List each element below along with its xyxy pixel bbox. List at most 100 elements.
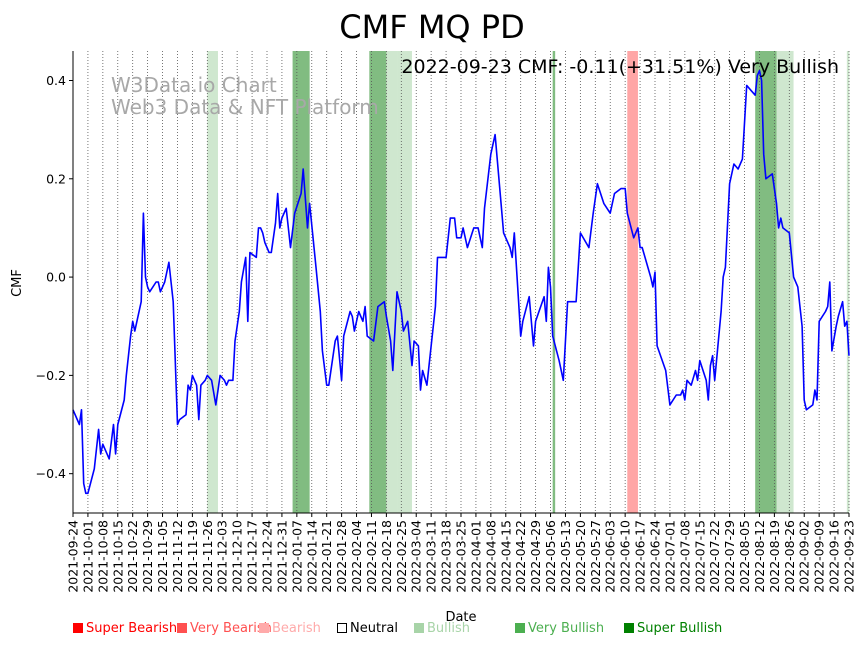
signal-band-bullish: [386, 51, 398, 513]
x-tick-label: 2021-11-05: [155, 520, 170, 593]
x-tick-label: 2021-10-15: [110, 520, 125, 593]
signal-band-very-bullish: [369, 51, 387, 513]
x-tick-label: 2022-03-18: [439, 520, 454, 593]
signal-band-bullish: [207, 51, 218, 513]
signal-band-very-bullish: [552, 51, 556, 513]
x-tick-label: 2022-05-27: [588, 520, 603, 593]
x-tick-label: 2021-12-03: [215, 520, 230, 593]
x-tick-label: 2022-08-05: [737, 520, 752, 593]
x-tick-label: 2022-03-04: [409, 520, 424, 593]
x-tick-label: 2022-02-04: [349, 520, 364, 593]
x-tick-label: 2022-06-03: [603, 520, 618, 593]
legend-label: Very Bearish: [190, 621, 272, 636]
x-tick-label: 2022-06-24: [648, 520, 663, 593]
signal-band-bullish: [397, 51, 412, 513]
x-tick-label: 2022-09-09: [812, 520, 827, 593]
cmf-series: [72, 69, 850, 495]
signal-band-very-bullish: [292, 51, 310, 513]
legend-swatch: [73, 623, 83, 633]
signal-band-very-bullish: [755, 51, 777, 513]
x-tick-label: 2022-08-26: [782, 520, 797, 593]
x-tick-label: 2021-12-10: [230, 520, 245, 593]
legend-item-bearish: Bearish: [259, 621, 321, 636]
x-tick-label: 2022-04-29: [528, 520, 543, 593]
x-tick-label: 2021-09-24: [66, 520, 81, 593]
date-gridlines: [72, 51, 850, 513]
legend-swatch: [515, 623, 525, 633]
y-tick-label: 0.2: [46, 171, 66, 186]
x-tick-label: 2021-12-24: [260, 520, 275, 593]
legend-item-very-bullish: Very Bullish: [515, 621, 604, 636]
legend-label: Super Bullish: [637, 621, 723, 636]
x-tick-label: 2022-08-12: [752, 520, 767, 593]
signal-bands: [207, 51, 850, 513]
watermark-line-2: Web3 Data & NFT Platform: [111, 95, 379, 119]
x-tick-label: 2022-09-02: [797, 520, 812, 593]
x-tick-label: 2022-07-08: [677, 520, 692, 593]
x-tick-label: 2022-02-18: [379, 520, 394, 593]
x-ticks: 2021-09-24 2021-10-01 2021-10-08 2021-10-15…: [66, 513, 857, 593]
x-tick-label: 2021-12-31: [274, 520, 289, 593]
signal-band-bearish: [627, 51, 638, 513]
x-tick-label: 2022-05-06: [543, 520, 558, 593]
legend-swatch: [337, 623, 347, 633]
cmf-line: [72, 69, 850, 495]
y-tick-label: 0.0: [46, 270, 66, 285]
x-tick-label: 2022-03-11: [424, 520, 439, 593]
y-axis-label: CMF: [10, 269, 25, 297]
x-tick-label: 2022-01-21: [319, 520, 334, 593]
legend-item-super-bearish: Super Bearish: [73, 621, 177, 636]
x-tick-label: 2022-07-15: [692, 520, 707, 593]
legend-item-neutral: Neutral: [337, 621, 398, 636]
x-tick-label: 2021-11-19: [185, 520, 200, 593]
x-tick-label: 2022-05-20: [573, 520, 588, 593]
legend-swatch: [259, 623, 269, 633]
x-tick-label: 2022-04-22: [513, 520, 528, 593]
x-tick-label: 2021-11-12: [170, 520, 185, 593]
legend-label: Super Bearish: [86, 621, 178, 636]
legend-item-bullish: Bullish: [414, 621, 470, 636]
x-tick-label: 2022-04-15: [498, 520, 513, 593]
chart-title: CMF MQ PD: [339, 8, 524, 46]
legend-item-super-bullish: Super Bullish: [624, 621, 722, 636]
x-tick-label: 2022-01-28: [334, 520, 349, 593]
x-tick-label: 2022-07-01: [662, 520, 677, 593]
x-tick-label: 2021-11-26: [200, 520, 215, 593]
legend-swatch: [177, 623, 187, 633]
x-tick-label: 2021-10-08: [95, 520, 110, 593]
signal-band-bullish: [776, 51, 794, 513]
x-tick-label: 2022-08-19: [767, 520, 782, 593]
x-tick-label: 2022-07-29: [722, 520, 737, 593]
x-tick-label: 2021-12-17: [245, 520, 260, 593]
legend-swatch: [624, 623, 634, 633]
legend-label: Bullish: [427, 621, 471, 636]
x-tick-label: 2022-02-25: [394, 520, 409, 593]
x-axis-label: Date: [445, 610, 476, 625]
x-tick-label: 2022-04-01: [468, 520, 483, 593]
x-tick-label: 2022-01-07: [289, 520, 304, 593]
x-tick-label: 2022-01-14: [304, 520, 319, 593]
chart-annotation: 2022-09-23 CMF: -0.11(+31.51%) Very Bull…: [401, 56, 839, 78]
legend-label: Neutral: [350, 621, 398, 636]
signal-band-bullish: [846, 51, 850, 513]
y-tick-label: −0.4: [36, 466, 66, 481]
x-tick-label: 2021-10-22: [125, 520, 140, 593]
x-tick-label: 2021-10-01: [80, 520, 95, 593]
x-tick-label: 2021-10-29: [140, 520, 155, 593]
x-tick-label: 2022-09-23: [842, 520, 857, 593]
y-ticks: −0.4 −0.2 0.0 0.2 0.4: [36, 73, 73, 481]
legend-item-very-bearish: Very Bearish: [177, 621, 272, 636]
x-tick-label: 2022-04-08: [483, 520, 498, 593]
x-tick-label: 2022-03-25: [454, 520, 469, 593]
legend-label: Bearish: [272, 621, 321, 636]
y-tick-label: −0.2: [36, 368, 66, 383]
legend: Super Bearish Very Bearish Bearish Neutral B…: [73, 621, 853, 639]
x-tick-label: 2022-09-16: [827, 520, 842, 593]
x-tick-label: 2022-06-17: [633, 520, 648, 593]
x-tick-label: 2022-02-11: [364, 520, 379, 593]
y-tick-label: 0.4: [46, 73, 66, 88]
legend-swatch: [414, 623, 424, 633]
x-tick-label: 2022-05-13: [558, 520, 573, 593]
x-tick-label: 2022-07-22: [707, 520, 722, 593]
